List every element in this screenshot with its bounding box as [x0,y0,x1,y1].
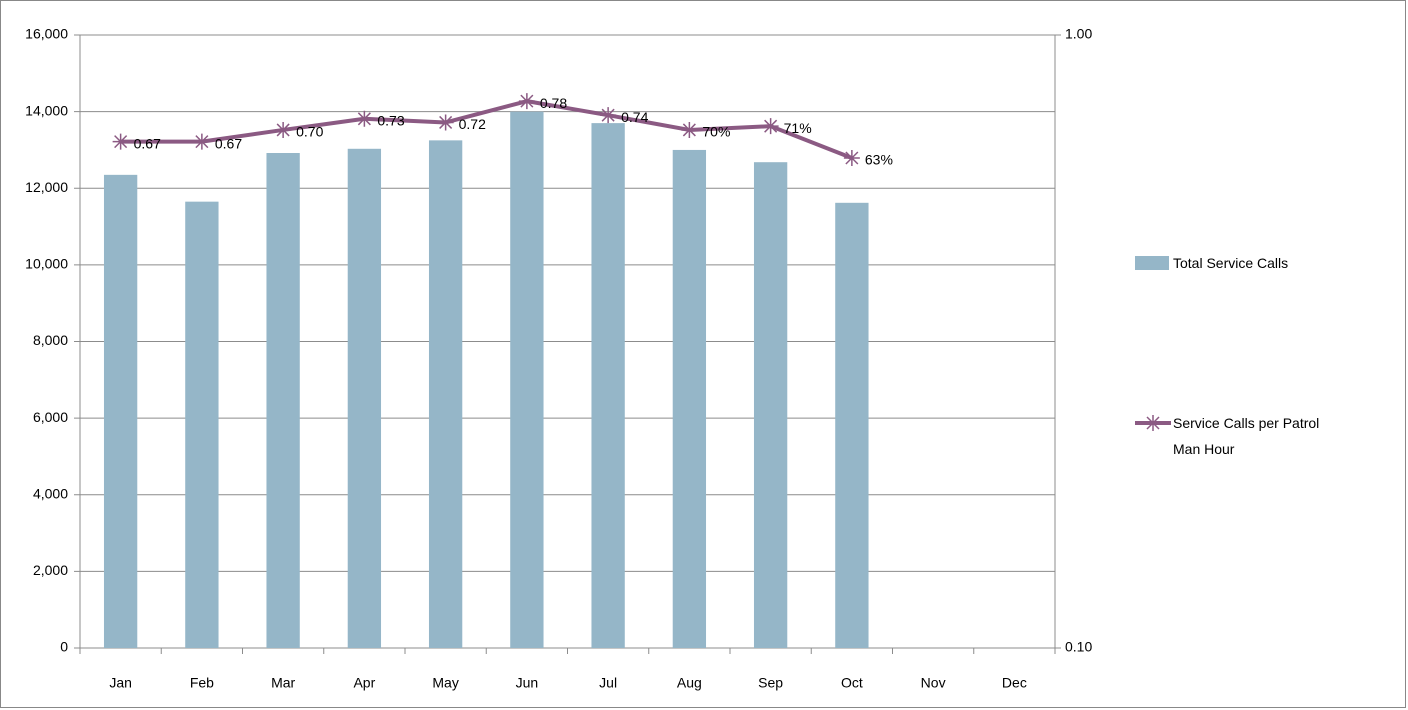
x-tick-label: Jul [599,675,617,691]
x-tick-label: Feb [190,675,214,691]
bar [591,123,625,648]
bar [266,153,300,648]
x-tick-label: Mar [271,675,295,691]
y-tick-label: 16,000 [25,26,68,42]
data-label: 0.78 [540,95,567,111]
bar [103,174,138,648]
bar [835,202,869,648]
marker [843,150,860,167]
legend-label: Total Service Calls [1173,255,1289,271]
marker [112,133,129,150]
bar [347,148,382,648]
data-label: 0.70 [296,124,323,140]
data-label: 63% [865,152,893,168]
x-tick-label: Aug [677,675,702,691]
legend-marker [1146,415,1160,431]
y-tick-label: 10,000 [25,256,68,272]
data-label: 71% [784,120,812,136]
x-tick-label: Jan [109,675,132,691]
marker [275,121,292,138]
data-label: 0.67 [215,135,242,151]
legend-swatch [1135,256,1169,270]
x-tick-label: May [432,675,458,691]
bar [753,162,788,648]
data-label: 0.72 [459,116,486,132]
y-tick-label: 0 [60,639,68,655]
x-tick-label: Dec [1002,675,1027,691]
bar [185,201,219,649]
y-tick-label: 12,000 [25,179,68,195]
legend-item: Service Calls per Patrol Man Hour [1135,410,1343,462]
y-tick-label: 14,000 [25,102,68,118]
marker [681,121,698,138]
line [120,99,853,160]
x-tick-label: Apr [353,675,375,691]
y-tick-label: 6,000 [33,409,68,425]
y-tick-label: 8,000 [33,332,68,348]
legend-item: Total Service Calls [1135,250,1343,276]
y2-tick-label: 1.00 [1065,26,1092,42]
y2-tick-label: 0.10 [1065,639,1092,655]
y-tick-label: 4,000 [33,485,68,501]
marker [518,93,535,110]
x-tick-label: Oct [841,675,863,691]
legend-key [1135,415,1171,431]
data-label: 0.67 [134,135,161,151]
legend-key [1135,256,1169,270]
marker [600,107,617,124]
data-label: 0.73 [377,112,404,128]
x-tick-label: Jun [516,675,539,691]
x-tick-label: Sep [758,675,783,691]
x-tick-label: Nov [921,675,946,691]
bar [428,140,463,648]
marker [193,133,210,150]
marker [762,118,779,135]
legend-label: Service Calls per Patrol Man Hour [1173,415,1320,457]
data-label: 0.74 [621,109,648,125]
y-tick-label: 2,000 [33,562,68,578]
marker [437,114,454,131]
data-label: 70% [702,124,730,140]
bar [510,111,544,648]
bar [672,149,707,648]
marker [356,110,373,127]
